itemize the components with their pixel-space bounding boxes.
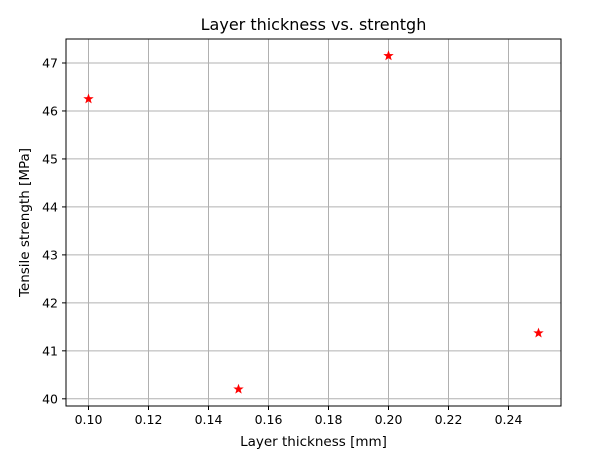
y-tick-label: 40 <box>42 391 58 406</box>
data-point <box>233 383 244 394</box>
grid <box>66 39 561 406</box>
x-tick-label: 0.10 <box>75 412 103 427</box>
y-tick-label: 42 <box>42 295 58 310</box>
data-point <box>83 93 94 104</box>
x-axis-ticks: 0.10 0.12 0.14 0.16 0.18 0.20 0.22 0.24 <box>75 406 523 427</box>
x-axis-label: Layer thickness [mm] <box>240 434 387 450</box>
x-tick-label: 0.12 <box>135 412 163 427</box>
y-tick-label: 41 <box>42 343 58 358</box>
x-tick-label: 0.24 <box>495 412 523 427</box>
chart-title: Layer thickness vs. strentgh <box>201 15 427 34</box>
y-axis-ticks: 40 41 42 43 44 45 46 47 <box>42 55 66 406</box>
y-tick-label: 45 <box>42 151 58 166</box>
y-axis-label: Tensile strength [MPa] <box>17 148 33 298</box>
y-tick-label: 47 <box>42 55 58 70</box>
y-tick-label: 46 <box>42 103 58 118</box>
y-tick-label: 43 <box>42 247 58 262</box>
data-point <box>533 327 544 338</box>
x-tick-label: 0.14 <box>195 412 223 427</box>
plot-area <box>65 38 562 407</box>
data-point <box>383 50 394 61</box>
x-tick-label: 0.16 <box>255 412 283 427</box>
y-tick-label: 44 <box>42 199 58 214</box>
x-tick-label: 0.20 <box>375 412 403 427</box>
data-points <box>83 50 544 394</box>
x-tick-label: 0.22 <box>435 412 463 427</box>
x-tick-label: 0.18 <box>315 412 343 427</box>
